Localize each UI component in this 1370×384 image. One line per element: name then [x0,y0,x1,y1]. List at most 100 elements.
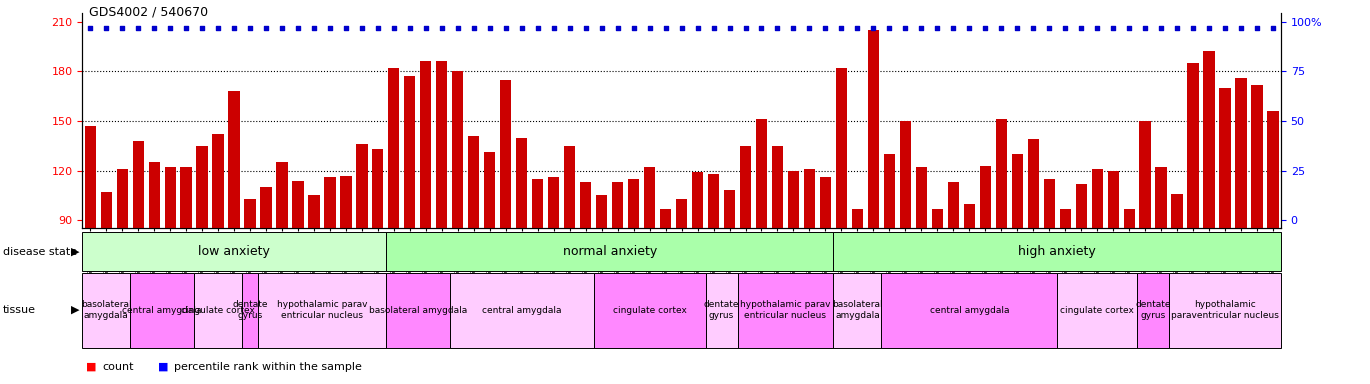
Point [79,25,101,31]
Bar [596,195,607,369]
Text: hypothalamic parav
entricular nucleus: hypothalamic parav entricular nucleus [277,300,367,320]
Text: GDS4002 / 540670: GDS4002 / 540670 [89,6,208,19]
Bar [516,137,527,369]
Point [288,25,310,31]
Text: low anxiety: low anxiety [199,245,270,258]
Text: central amygdala: central amygdala [482,306,562,314]
Text: basolateral
amygdala: basolateral amygdala [832,300,882,320]
Bar [386,273,449,348]
Bar [884,154,895,369]
Text: cingulate cortex: cingulate cortex [181,306,255,314]
Bar [116,169,127,369]
Point [767,25,789,31]
Point [111,25,133,31]
Text: dentate
gyrus: dentate gyrus [1136,300,1171,320]
Point [415,25,437,31]
Point [926,25,948,31]
Point [1055,25,1077,31]
Point [1038,25,1060,31]
Bar [692,172,703,369]
Bar [484,152,496,369]
Bar [915,167,927,369]
Bar [449,273,593,348]
Point [847,25,869,31]
Bar [627,179,640,369]
Bar [1140,121,1151,369]
Point [1070,25,1092,31]
Bar [500,79,511,369]
Point [559,25,581,31]
Bar [82,273,130,348]
Bar [388,68,400,369]
Bar [675,199,688,369]
Text: count: count [103,362,134,372]
Bar [737,273,833,348]
Bar [452,71,463,369]
Point [303,25,325,31]
Bar [723,190,736,369]
Point [543,25,564,31]
Point [734,25,756,31]
Bar [258,273,386,348]
Point [782,25,804,31]
Text: tissue: tissue [3,305,36,315]
Point [399,25,421,31]
Bar [708,174,719,369]
Bar [421,61,432,369]
Bar [386,232,833,271]
Text: ▶: ▶ [71,305,79,315]
Point [1182,25,1204,31]
Bar [564,146,575,369]
Point [959,25,981,31]
Bar [532,179,544,369]
Bar [580,182,592,369]
Point [351,25,373,31]
Point [574,25,596,31]
Bar [212,134,223,369]
Bar [373,149,384,369]
Bar [963,204,975,369]
Point [1245,25,1267,31]
Bar [242,273,258,348]
Bar [1188,63,1199,369]
Point [991,25,1012,31]
Point [910,25,932,31]
Bar [1028,139,1038,369]
Bar [852,209,863,369]
Point [1101,25,1123,31]
Point [638,25,660,31]
Bar [195,273,242,348]
Point [1118,25,1140,31]
Point [479,25,501,31]
Point [1214,25,1236,31]
Bar [1075,184,1086,369]
Bar [1092,169,1103,369]
Point [1006,25,1028,31]
Bar [980,166,991,369]
Bar [325,177,336,369]
Bar [1059,209,1071,369]
Point [895,25,917,31]
Bar [612,182,623,369]
Text: hypothalamic parav
entricular nucleus: hypothalamic parav entricular nucleus [740,300,830,320]
Point [814,25,836,31]
Point [1134,25,1156,31]
Bar [788,170,799,369]
Point [671,25,692,31]
Bar [833,232,1281,271]
Bar [292,180,304,369]
Bar [469,136,479,369]
Bar [804,169,815,369]
Bar [1044,179,1055,369]
Bar [740,146,751,369]
Bar [1155,167,1167,369]
Bar [644,167,655,369]
Bar [756,119,767,369]
Text: basolateral amygdala: basolateral amygdala [369,306,467,314]
Bar [771,146,784,369]
Point [430,25,452,31]
Point [703,25,725,31]
Bar [1203,51,1215,369]
Text: basolateral
amygdala: basolateral amygdala [81,300,132,320]
Point [1151,25,1173,31]
